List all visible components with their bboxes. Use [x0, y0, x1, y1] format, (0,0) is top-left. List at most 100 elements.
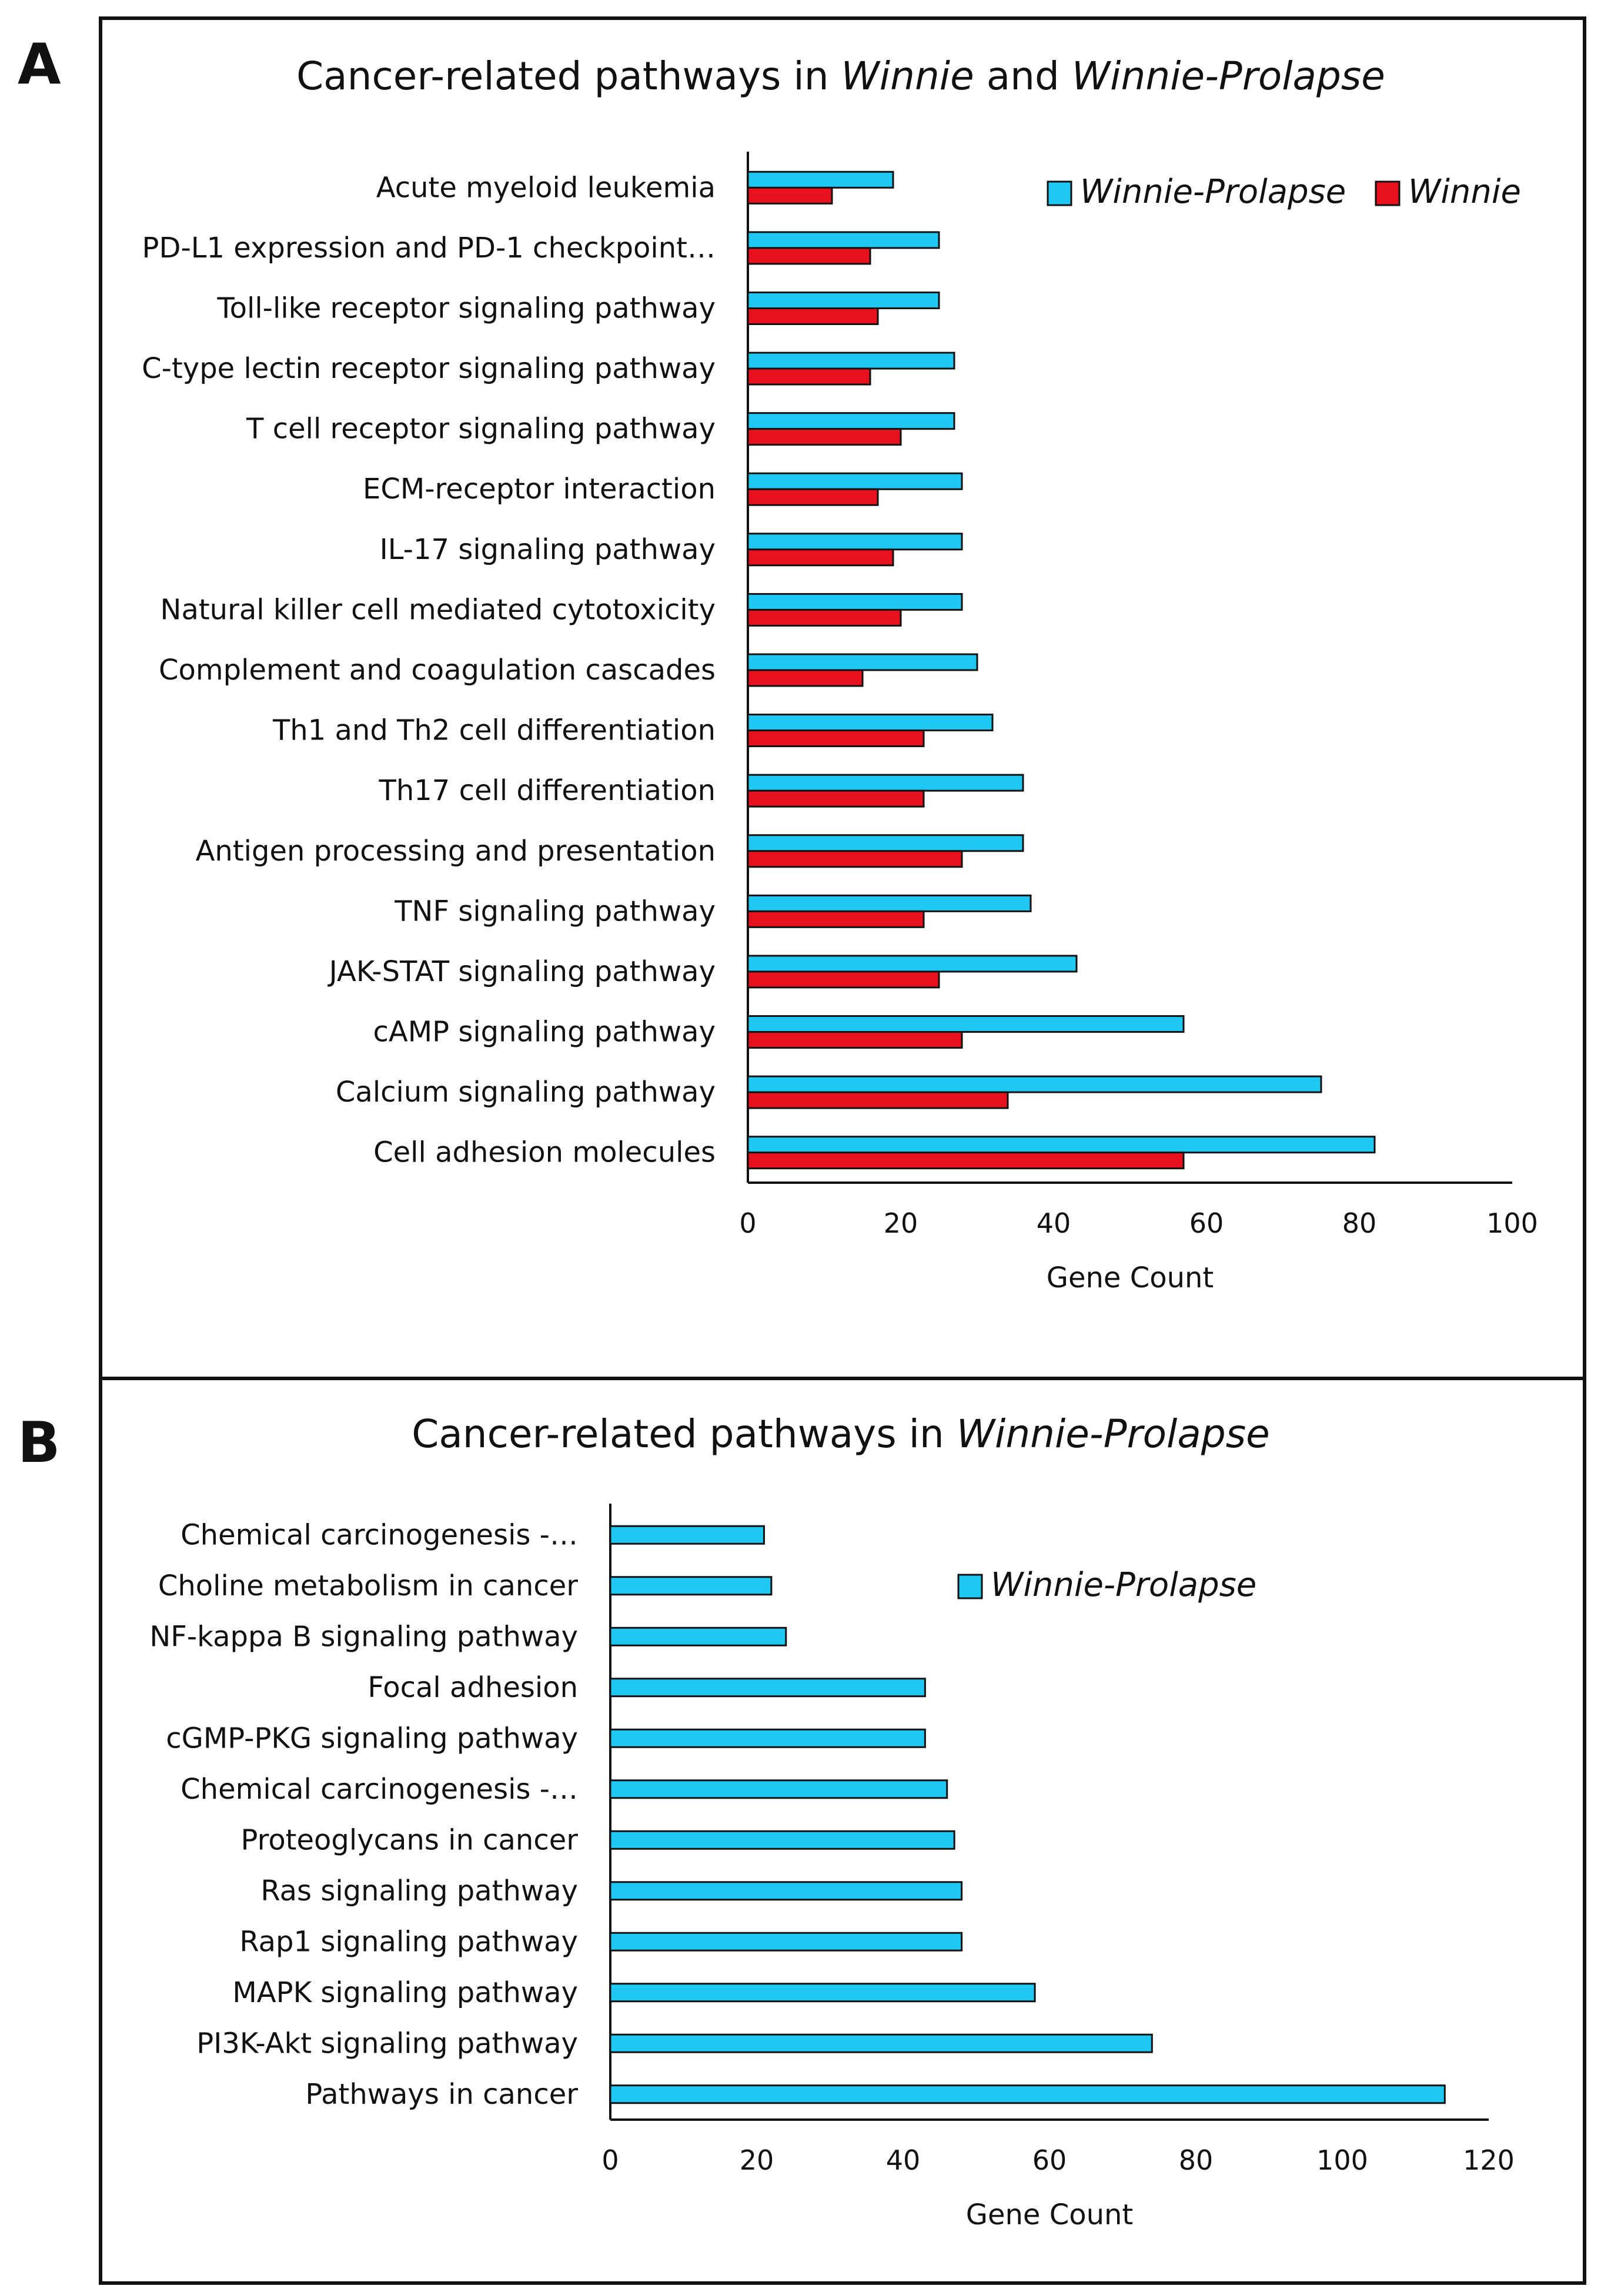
x-tick-label: 60: [1032, 2144, 1067, 2176]
bar-winnie-prolapse: [609, 1728, 926, 1748]
x-tick-label: 60: [1189, 1207, 1224, 1239]
bar-winnie-prolapse: [747, 533, 963, 551]
x-tick-label: 120: [1463, 2144, 1515, 2176]
category-label: Antigen processing and presentation: [196, 835, 716, 868]
chart-a: Acute myeloid leukemia PD-L1 expression a…: [142, 152, 1538, 1294]
chart-b-title: Cancer-related pathways in Winnie-Prolap…: [412, 1411, 1269, 1457]
bar-winnie: [747, 669, 864, 687]
bar-winnie-prolapse: [747, 593, 963, 611]
category-label: Complement and coagulation cascades: [159, 654, 716, 687]
category-label: NF-kappa B signaling pathway: [149, 1620, 578, 1653]
bar-winnie: [747, 910, 925, 928]
x-tick-label: 20: [884, 1207, 918, 1239]
bar-winnie-prolapse: [609, 2084, 1446, 2104]
category-label: Chemical carcinogenesis -…: [181, 1773, 578, 1806]
category-label: MAPK signaling pathway: [232, 1976, 578, 2009]
bar-winnie-prolapse: [747, 352, 955, 370]
bar-winnie-prolapse: [609, 1779, 948, 1799]
bar-winnie: [747, 428, 902, 446]
bar-winnie-prolapse: [609, 1576, 773, 1596]
category-label: PD-L1 expression and PD-1 checkpoint…: [142, 232, 716, 265]
category-label: ECM-receptor interaction: [363, 473, 716, 506]
x-tick-label: 40: [1037, 1207, 1071, 1239]
bar-winnie-prolapse: [747, 170, 894, 189]
bar-winnie-prolapse: [747, 231, 940, 249]
legend-swatch: [957, 1574, 983, 1599]
bar-winnie: [747, 970, 940, 989]
bar-winnie-prolapse: [747, 1075, 1322, 1093]
bar-winnie-prolapse: [747, 412, 955, 430]
bar-winnie-prolapse: [609, 1932, 963, 1952]
x-tick-label: 0: [601, 2144, 619, 2176]
category-label: Toll-like receptor signaling pathway: [216, 292, 716, 324]
bar-winnie-prolapse: [609, 1626, 787, 1646]
bar-winnie: [747, 367, 871, 386]
bar-winnie-prolapse: [747, 955, 1078, 973]
bar-winnie-prolapse: [609, 1983, 1036, 2003]
category-label: Cell adhesion molecules: [373, 1136, 716, 1169]
bar-winnie: [747, 1031, 963, 1049]
category-label: Proteoglycans in cancer: [241, 1823, 579, 1856]
bar-winnie: [747, 1152, 1185, 1170]
category-label: Rap1 signaling pathway: [239, 1925, 578, 1958]
category-label: C-type lectin receptor signaling pathway: [142, 352, 716, 385]
bar-winnie-prolapse: [609, 1881, 963, 1901]
category-label: Chemical carcinogenesis -…: [181, 1518, 578, 1551]
bar-winnie-prolapse: [747, 1015, 1185, 1033]
x-axis-label: Gene Count: [1047, 1261, 1214, 1294]
x-tick-label: 100: [1486, 1207, 1538, 1239]
category-label: T cell receptor signaling pathway: [246, 413, 716, 446]
bar-winnie-prolapse: [747, 1136, 1376, 1154]
bar-winnie-prolapse: [747, 472, 963, 490]
bar-winnie: [747, 729, 925, 748]
bar-winnie: [747, 548, 894, 567]
x-tick-label: 80: [1342, 1207, 1377, 1239]
legend-swatch: [1375, 180, 1401, 206]
category-label: Choline metabolism in cancer: [158, 1569, 578, 1602]
panel-b-frame: [99, 1377, 1586, 2285]
x-tick-label: 0: [739, 1207, 756, 1239]
category-label: TNF signaling pathway: [394, 895, 716, 928]
category-label: Calcium signaling pathway: [336, 1076, 716, 1109]
bar-winnie-prolapse: [747, 774, 1024, 792]
bar-winnie-prolapse: [609, 1678, 926, 1698]
bar-winnie-prolapse: [747, 894, 1032, 912]
category-label: Ras signaling pathway: [260, 1875, 578, 1907]
bar-winnie-prolapse: [747, 653, 978, 671]
legend-label: Winnie-Prolapse: [1080, 173, 1346, 211]
bar-winnie-prolapse: [747, 714, 994, 732]
x-tick-label: 40: [886, 2144, 921, 2176]
category-label: JAK-STAT signaling pathway: [327, 955, 716, 988]
category-label: Focal adhesion: [367, 1671, 578, 1704]
legend-swatch: [1047, 180, 1072, 206]
x-tick-label: 100: [1316, 2144, 1368, 2176]
bar-winnie: [747, 608, 902, 627]
bar-winnie: [747, 1091, 1009, 1109]
bar-winnie: [747, 186, 833, 205]
bar-winnie: [747, 789, 925, 808]
category-label: cGMP-PKG signaling pathway: [166, 1722, 578, 1755]
category-label: Pathways in cancer: [305, 2078, 578, 2111]
bar-winnie-prolapse: [747, 834, 1024, 852]
legend-label: Winnie-Prolapse: [991, 1566, 1256, 1604]
category-label: Th1 and Th2 cell differentiation: [272, 714, 716, 747]
category-label: Natural killer cell mediated cytotoxicit…: [161, 593, 716, 626]
x-tick-label: 80: [1179, 2144, 1214, 2176]
chart-a-title: Cancer-related pathways in Winnie and Wi…: [296, 53, 1385, 99]
category-label: Th17 cell differentiation: [379, 774, 716, 807]
panel-b-letter: B: [18, 1411, 61, 1475]
legend-label: Winnie: [1408, 173, 1521, 211]
bar-winnie: [747, 307, 879, 325]
bar-winnie-prolapse: [609, 2033, 1153, 2053]
bar-winnie-prolapse: [747, 291, 940, 309]
category-label: IL-17 signaling pathway: [380, 533, 716, 566]
x-axis-label: Gene Count: [966, 2198, 1133, 2231]
bar-winnie-prolapse: [609, 1525, 765, 1545]
category-label: cAMP signaling pathway: [373, 1016, 716, 1049]
bar-winnie: [747, 850, 963, 868]
panel-a-letter: A: [18, 32, 61, 97]
chart-b: Chemical carcinogenesis -… Choline metabo…: [149, 1504, 1515, 2231]
bar-winnie-prolapse: [609, 1830, 955, 1850]
x-tick-label: 20: [740, 2144, 774, 2176]
